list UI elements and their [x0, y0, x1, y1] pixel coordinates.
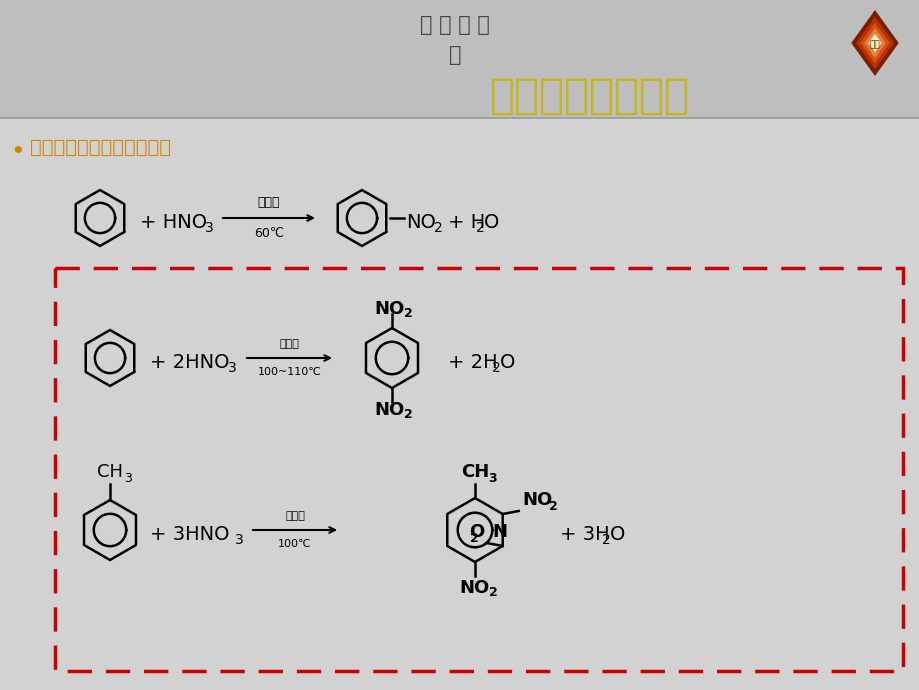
Text: O: O [609, 524, 625, 544]
Text: 2: 2 [470, 531, 478, 544]
Text: CH: CH [460, 463, 489, 481]
Text: 60℃: 60℃ [254, 227, 284, 240]
Text: 2: 2 [434, 221, 442, 235]
Text: 3: 3 [488, 471, 497, 484]
Text: 烃 的 衍 生
物: 烃 的 衍 生 物 [420, 15, 490, 65]
Polygon shape [868, 34, 880, 52]
Text: + 2HNO: + 2HNO [150, 353, 229, 371]
Text: 3: 3 [228, 361, 236, 375]
Text: NO: NO [522, 491, 552, 509]
Text: 2: 2 [488, 586, 497, 598]
Text: + 3HNO: + 3HNO [150, 524, 229, 544]
Text: + H: + H [448, 213, 484, 232]
Text: 2: 2 [403, 408, 412, 420]
Text: O: O [499, 353, 515, 371]
Text: N: N [493, 523, 507, 541]
Text: NO: NO [374, 300, 404, 318]
Text: 浓硫酸: 浓硫酸 [279, 339, 299, 349]
Text: 3: 3 [205, 221, 213, 235]
Text: 浓硫酸: 浓硫酸 [285, 511, 304, 521]
Text: 100℃: 100℃ [278, 539, 312, 549]
Text: O: O [483, 213, 499, 232]
Text: + HNO: + HNO [140, 213, 207, 232]
Text: 2: 2 [403, 306, 412, 319]
Polygon shape [863, 28, 885, 58]
Text: 2: 2 [475, 221, 484, 235]
Text: 2: 2 [492, 361, 500, 375]
Text: NO: NO [405, 213, 436, 232]
Text: 基团间的相互影响: 基团间的相互影响 [490, 75, 689, 117]
Text: 100~110℃: 100~110℃ [257, 367, 321, 377]
Text: 2: 2 [548, 500, 557, 513]
Text: + 3H: + 3H [560, 524, 609, 544]
Text: + 2H: + 2H [448, 353, 497, 371]
Text: 2: 2 [601, 533, 610, 547]
Polygon shape [850, 10, 898, 76]
Text: 浓硫酸: 浓硫酸 [257, 196, 280, 209]
Bar [0, 0, 919, 118]
Polygon shape [859, 23, 889, 63]
Text: O: O [469, 523, 484, 541]
Text: NO: NO [374, 401, 404, 419]
Text: CH: CH [96, 463, 123, 481]
Text: 完成下列反应的化学方程式: 完成下列反应的化学方程式 [30, 138, 171, 157]
Polygon shape [855, 17, 893, 70]
Text: •: • [11, 140, 26, 164]
Text: NO: NO [460, 579, 490, 597]
Text: 3: 3 [234, 533, 244, 547]
Text: 3: 3 [124, 471, 131, 484]
Text: 专题: 专题 [868, 41, 879, 50]
